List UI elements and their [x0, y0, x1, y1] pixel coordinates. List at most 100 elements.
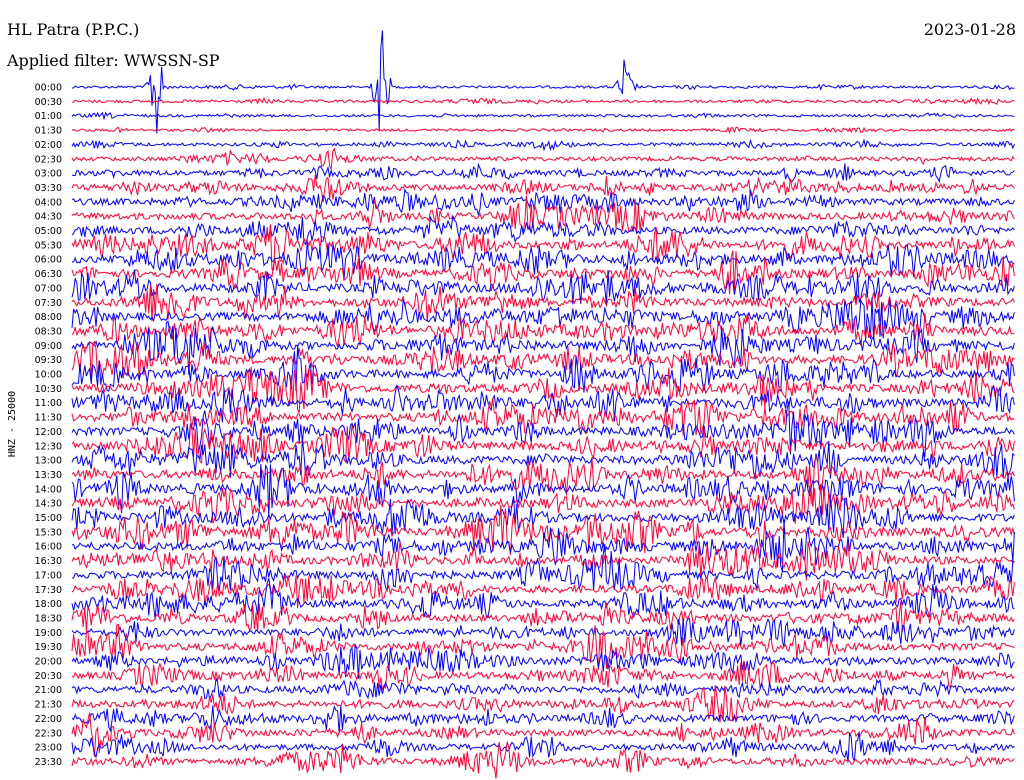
time-tick-label: 03:00: [35, 169, 62, 180]
time-tick-label: 11:30: [35, 413, 62, 424]
trace-line: [71, 195, 1015, 233]
trace-line: [71, 340, 1015, 382]
time-tick-labels: 00:00 00:30 01:00 01:30 02:00 02:30 03:00 03:30…: [35, 83, 62, 768]
time-tick-label: 04:00: [35, 197, 62, 208]
trace-line: [71, 464, 1015, 518]
trace-line: [71, 505, 1015, 555]
time-tick-label: 15:00: [35, 513, 62, 524]
trace-line: [71, 541, 1015, 581]
trace-line: [71, 424, 1015, 464]
y-axis-label: HNZ - 25000: [7, 391, 18, 457]
filter-label: Applied filter: WWSSN-SP: [6, 51, 220, 70]
time-tick-label: 18:00: [35, 599, 62, 610]
time-tick-label: 02:30: [35, 154, 62, 165]
time-tick-label: 21:00: [35, 685, 62, 696]
time-tick-label: 06:00: [35, 255, 62, 266]
trace-line: [71, 741, 1015, 779]
trace-line: [71, 111, 1015, 121]
trace-line: [71, 320, 1015, 376]
trace-line: [71, 601, 1015, 633]
trace-line: [71, 312, 1015, 349]
time-tick-label: 01:00: [35, 111, 62, 122]
time-tick-label: 16:00: [35, 542, 62, 553]
time-tick-label: 16:30: [35, 556, 62, 567]
trace-line: [71, 731, 1015, 763]
date-label: 2023-01-28: [924, 20, 1016, 39]
time-tick-label: 09:00: [35, 341, 62, 352]
trace-line: [71, 705, 1015, 734]
time-tick-label: 17:30: [35, 585, 62, 596]
trace-line: [71, 30, 1015, 134]
trace-line: [71, 676, 1015, 701]
time-tick-label: 02:00: [35, 140, 62, 151]
time-tick-label: 10:00: [35, 370, 62, 381]
time-tick-label: 05:00: [35, 226, 62, 237]
time-tick-label: 00:00: [35, 83, 62, 94]
time-tick-label: 20:30: [35, 671, 62, 682]
trace-line: [71, 224, 1015, 271]
trace-line: [71, 345, 1015, 393]
time-tick-label: 07:00: [35, 283, 62, 294]
trace-line: [71, 214, 1015, 246]
trace-line: [71, 544, 1015, 593]
trace-line: [71, 623, 1015, 670]
seismic-traces: [71, 30, 1015, 779]
trace-line: [71, 384, 1015, 423]
trace-line: [71, 519, 1015, 572]
time-tick-label: 07:30: [35, 298, 62, 309]
time-tick-label: 15:30: [35, 527, 62, 538]
trace-line: [71, 241, 1015, 280]
time-tick-label: 04:30: [35, 212, 62, 223]
time-tick-label: 11:00: [35, 398, 62, 409]
time-tick-label: 21:30: [35, 700, 62, 711]
time-tick-label: 13:30: [35, 470, 62, 481]
trace-line: [71, 617, 1015, 648]
time-tick-label: 05:30: [35, 240, 62, 251]
trace-line: [71, 96, 1015, 106]
time-tick-label: 06:30: [35, 269, 62, 280]
trace-line: [71, 438, 1015, 480]
time-tick-label: 10:30: [35, 384, 62, 395]
time-tick-label: 08:00: [35, 312, 62, 323]
time-tick-label: 19:00: [35, 628, 62, 639]
time-tick-label: 12:00: [35, 427, 62, 438]
time-tick-label: 17:00: [35, 570, 62, 581]
trace-line: [71, 138, 1015, 152]
time-tick-label: 12:30: [35, 441, 62, 452]
time-tick-label: 14:30: [35, 499, 62, 510]
trace-line: [71, 187, 1015, 217]
time-tick-label: 18:30: [35, 613, 62, 624]
time-tick-label: 20:00: [35, 657, 62, 668]
time-tick-label: 22:00: [35, 714, 62, 725]
trace-line: [71, 297, 1015, 341]
trace-line: [71, 401, 1015, 458]
trace-line: [71, 576, 1015, 620]
station-title: HL Patra (P.P.C.): [7, 20, 139, 39]
time-tick-label: 23:30: [35, 757, 62, 768]
time-tick-label: 19:30: [35, 642, 62, 653]
trace-line: [71, 712, 1015, 757]
trace-line: [71, 496, 1015, 538]
trace-line: [71, 174, 1015, 203]
trace-line: [71, 283, 1015, 322]
time-tick-label: 03:30: [35, 183, 62, 194]
time-tick-label: 22:30: [35, 728, 62, 739]
trace-line: [71, 483, 1015, 524]
trace-line: [71, 685, 1015, 723]
trace-line: [71, 642, 1015, 679]
trace-line: [71, 574, 1015, 609]
time-tick-label: 09:30: [35, 355, 62, 366]
time-tick-label: 01:30: [35, 126, 62, 137]
trace-line: [71, 147, 1015, 171]
time-tick-label: 13:00: [35, 456, 62, 467]
time-tick-label: 08:30: [35, 326, 62, 337]
trace-line: [71, 126, 1015, 135]
time-tick-label: 23:00: [35, 743, 62, 754]
trace-line: [71, 398, 1015, 436]
trace-line: [71, 661, 1015, 691]
trace-line: [71, 364, 1015, 414]
time-tick-label: 00:30: [35, 97, 62, 108]
trace-line: [71, 162, 1015, 184]
time-tick-label: 14:00: [35, 484, 62, 495]
